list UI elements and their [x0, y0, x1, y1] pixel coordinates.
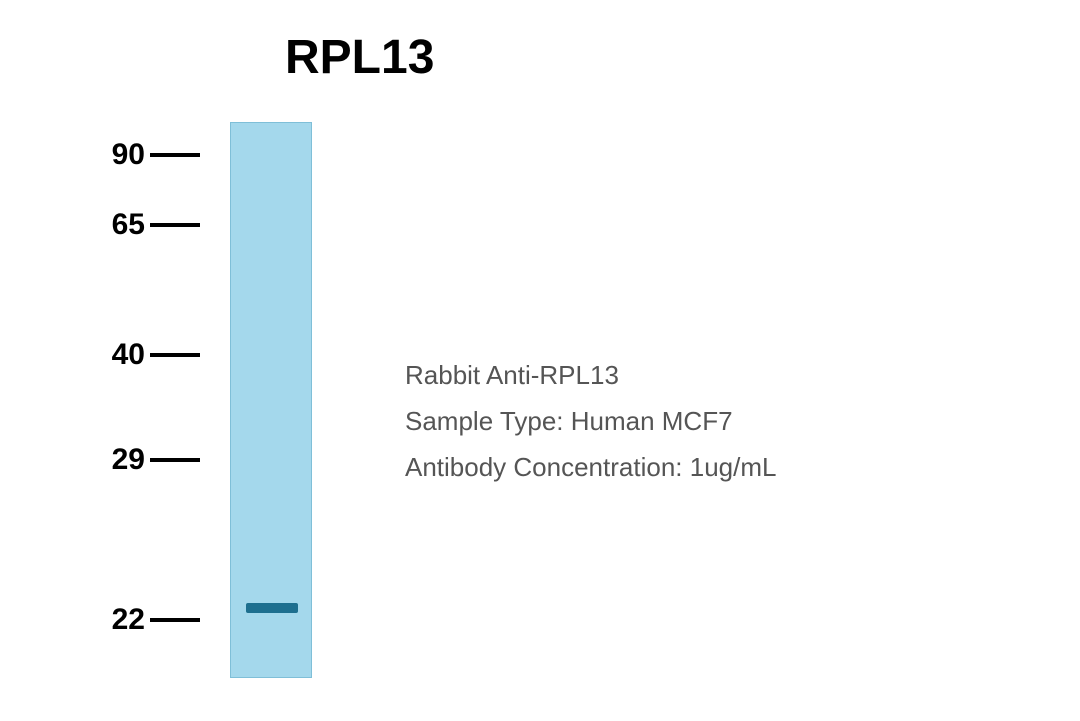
mw-label-1: 65 [65, 208, 145, 242]
caption-line-0: Rabbit Anti-RPL13 [405, 360, 619, 391]
mw-tick-3 [150, 458, 200, 462]
mw-tick-0 [150, 153, 200, 157]
caption-line-1: Sample Type: Human MCF7 [405, 406, 733, 437]
figure-title: RPL13 [285, 30, 434, 85]
mw-tick-2 [150, 353, 200, 357]
protein-band [246, 603, 298, 613]
mw-tick-4 [150, 618, 200, 622]
caption-line-2: Antibody Concentration: 1ug/mL [405, 452, 776, 483]
mw-label-4: 22 [65, 603, 145, 637]
mw-label-3: 29 [65, 443, 145, 477]
blot-lane [230, 122, 312, 678]
mw-label-0: 90 [65, 138, 145, 172]
western-blot-figure: RPL13 90 65 40 29 22 Rabbit Anti-RPL13 S… [0, 0, 1080, 721]
mw-tick-1 [150, 223, 200, 227]
mw-label-2: 40 [65, 338, 145, 372]
